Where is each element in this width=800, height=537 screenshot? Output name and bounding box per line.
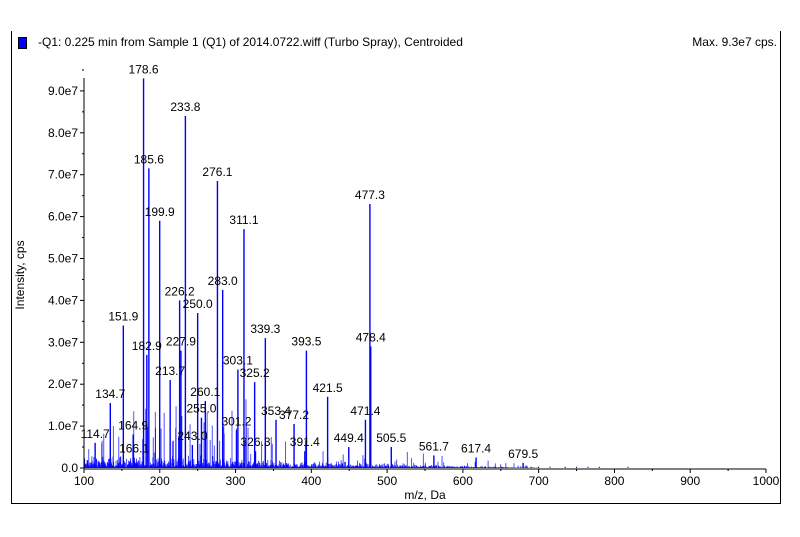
- max-intensity-label: Max. 9.3e7 cps.: [692, 35, 777, 49]
- y-tick-label: 6.0e7: [48, 210, 78, 224]
- x-tick-label: 100: [74, 474, 94, 488]
- peak-label-353.4: 353.4: [261, 404, 291, 418]
- spectrum-panel: [11, 31, 781, 504]
- peak-label-377.2: 377.2: [279, 408, 309, 422]
- peak-label-199.9: 199.9: [145, 205, 175, 219]
- peak-label-213.7: 213.7: [155, 364, 185, 378]
- peak-label-185.6: 185.6: [134, 152, 164, 166]
- x-tick-label: 200: [150, 474, 170, 488]
- peak-label-151.9: 151.9: [108, 310, 138, 324]
- peak-label-178.6: 178.6: [129, 62, 159, 76]
- peak-label-182.9: 182.9: [132, 339, 162, 353]
- peak-label-339.3: 339.3: [250, 322, 280, 336]
- peak-labels: 178.6 233.8 185.6 276.1 477.3 199.9 311.1 283.0…: [81, 62, 539, 461]
- y-tick-label: 2.0e7: [48, 377, 78, 391]
- peak-label-325.2: 325.2: [240, 366, 270, 380]
- x-tick-label: 900: [680, 474, 700, 488]
- y-tick-label: 1.0e7: [48, 419, 78, 433]
- peak-label-260.1: 260.1: [190, 385, 220, 399]
- spectrum-title: -Q1: 0.225 min from Sample 1 (Q1) of 201…: [38, 35, 463, 49]
- x-axis-label: m/z, Da: [404, 488, 446, 502]
- peak-label-393.5: 393.5: [291, 335, 321, 349]
- x-tick-label: 600: [453, 474, 473, 488]
- x-tick-label: 500: [377, 474, 397, 488]
- peak-label-283.0: 283.0: [208, 274, 238, 288]
- y-axis-label: Intensity, cps: [13, 240, 27, 309]
- peak-label-226.2: 226.2: [165, 284, 195, 298]
- peak-label-617.4: 617.4: [461, 442, 491, 456]
- x-tick-label: 1000: [753, 474, 780, 488]
- axes: 0.0 1.0e7 2.0e7 3.0e7 4.0e7 5.0e7 6.0e7 7.0e7 8.…: [48, 69, 780, 488]
- labeled-peaks: [94, 78, 524, 468]
- peak-label-505.5: 505.5: [376, 431, 406, 445]
- peak-label-303.1: 303.1: [223, 354, 253, 368]
- spectrum-header: -Q1: 0.225 min from Sample 1 (Q1) of 201…: [11, 34, 779, 52]
- peak-label-134.7: 134.7: [95, 387, 125, 401]
- y-tick-label: 7.0e7: [48, 168, 78, 182]
- x-tick-label: 400: [301, 474, 321, 488]
- peak-label-227.9: 227.9: [166, 335, 196, 349]
- peak-label-233.8: 233.8: [170, 100, 200, 114]
- peak-label-449.4: 449.4: [334, 431, 364, 445]
- y-tick-label: 5.0e7: [48, 252, 78, 266]
- peak-label-477.3: 477.3: [355, 188, 385, 202]
- peak-label-114.7: 114.7: [81, 427, 110, 441]
- peak-label-391.4: 391.4: [290, 435, 320, 449]
- peak-label-250.0: 250.0: [183, 297, 213, 311]
- x-tick-label: 700: [529, 474, 549, 488]
- peak-label-166.1: 166.1: [119, 442, 149, 456]
- peak-label-164.9: 164.9: [118, 418, 148, 432]
- peak-label-561.7: 561.7: [419, 439, 449, 453]
- peak-label-471.4: 471.4: [350, 404, 380, 418]
- x-tick-label: 300: [226, 474, 246, 488]
- y-tick-label: 0.0: [61, 461, 78, 475]
- y-tick-label: 8.0e7: [48, 126, 78, 140]
- peak-label-301.2: 301.2: [221, 414, 251, 428]
- peak-label-326.3: 326.3: [240, 435, 270, 449]
- x-tick-label: 800: [604, 474, 624, 488]
- peak-label-255.0: 255.0: [186, 402, 216, 416]
- legend-swatch[interactable]: [18, 37, 27, 49]
- peak-label-421.5: 421.5: [313, 381, 343, 395]
- y-tick-label: 3.0e7: [48, 335, 78, 349]
- y-tick-label: 9.0e7: [48, 84, 78, 98]
- peak-label-679.5: 679.5: [508, 447, 538, 461]
- y-tick-label: 4.0e7: [48, 293, 78, 307]
- peak-label-311.1: 311.1: [229, 213, 258, 227]
- peak-label-478.4: 478.4: [356, 330, 386, 344]
- peak-label-276.1: 276.1: [202, 165, 232, 179]
- peak-label-243.0: 243.0: [177, 429, 207, 443]
